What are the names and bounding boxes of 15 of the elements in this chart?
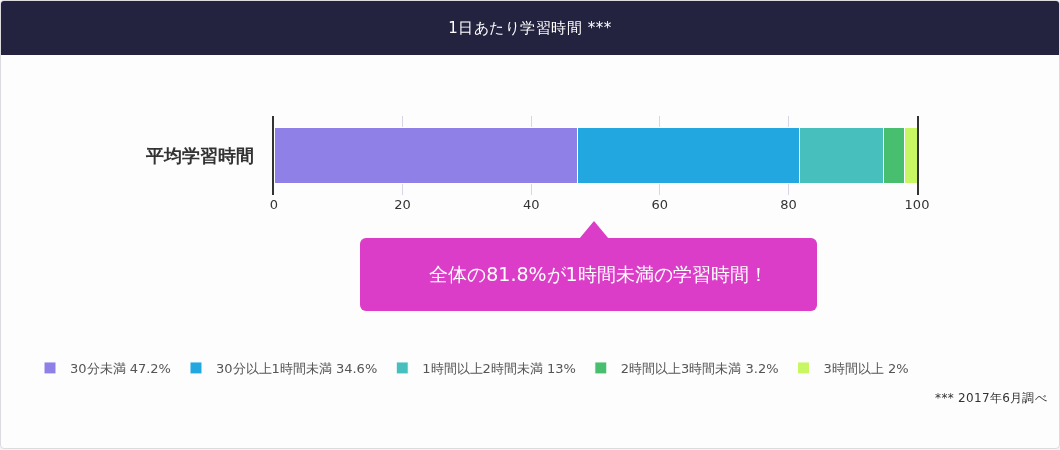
legend-label: 30分未満 47.2% [70,361,171,377]
chart-title: 1日あたり学習時間 *** [1,1,1059,55]
text: 全体の81.8%が1時間未満の学習時間！ [360,238,817,311]
legend-label: 3時間以上 2% [823,361,909,377]
x-tick-label: 20 [394,197,411,212]
legend-label: 2時間以上3時間未満 3.2% [620,361,779,377]
legend-label: 1時間以上2時間未満 13% [422,361,576,377]
x-tick-label: 0 [269,197,279,212]
x-tick-label: 100 [904,197,930,212]
x-tick-label: 60 [651,197,669,212]
x-tick-label: 80 [780,197,797,212]
legend-label: 30分以上1時間未満 34.6% [215,361,378,377]
x-tick-label: 40 [522,197,540,212]
text: *** 2017年6月調べ [935,390,1047,407]
y-tick-label: 平均学習時間 [145,144,255,166]
